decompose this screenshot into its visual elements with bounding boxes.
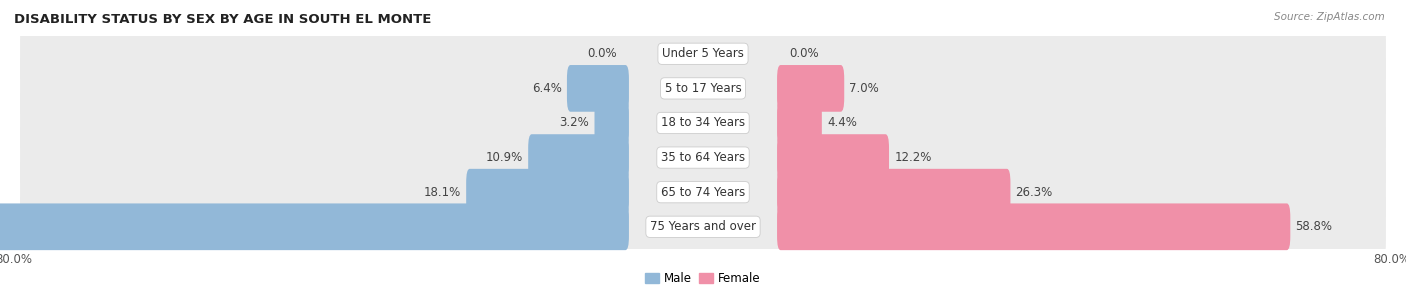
Text: Source: ZipAtlas.com: Source: ZipAtlas.com bbox=[1274, 12, 1385, 22]
FancyBboxPatch shape bbox=[778, 100, 823, 146]
Text: 18 to 34 Years: 18 to 34 Years bbox=[661, 116, 745, 130]
FancyBboxPatch shape bbox=[20, 151, 1386, 234]
Text: 35 to 64 Years: 35 to 64 Years bbox=[661, 151, 745, 164]
FancyBboxPatch shape bbox=[567, 65, 628, 112]
Text: 10.9%: 10.9% bbox=[485, 151, 523, 164]
Text: 0.0%: 0.0% bbox=[789, 47, 818, 60]
Text: 75 Years and over: 75 Years and over bbox=[650, 220, 756, 233]
FancyBboxPatch shape bbox=[595, 100, 628, 146]
Text: 5 to 17 Years: 5 to 17 Years bbox=[665, 82, 741, 95]
FancyBboxPatch shape bbox=[20, 185, 1386, 268]
Text: 3.2%: 3.2% bbox=[560, 116, 589, 130]
Legend: Male, Female: Male, Female bbox=[641, 268, 765, 290]
FancyBboxPatch shape bbox=[20, 81, 1386, 164]
FancyBboxPatch shape bbox=[0, 203, 628, 250]
FancyBboxPatch shape bbox=[20, 116, 1386, 199]
FancyBboxPatch shape bbox=[778, 65, 844, 112]
Text: 0.0%: 0.0% bbox=[588, 47, 617, 60]
Text: 58.8%: 58.8% bbox=[1295, 220, 1333, 233]
Text: 65 to 74 Years: 65 to 74 Years bbox=[661, 186, 745, 199]
Text: 12.2%: 12.2% bbox=[894, 151, 932, 164]
Text: 4.4%: 4.4% bbox=[827, 116, 856, 130]
Text: 6.4%: 6.4% bbox=[531, 82, 562, 95]
FancyBboxPatch shape bbox=[20, 12, 1386, 95]
FancyBboxPatch shape bbox=[529, 134, 628, 181]
Text: 26.3%: 26.3% bbox=[1015, 186, 1053, 199]
FancyBboxPatch shape bbox=[467, 169, 628, 216]
FancyBboxPatch shape bbox=[778, 134, 889, 181]
FancyBboxPatch shape bbox=[778, 169, 1011, 216]
Text: 7.0%: 7.0% bbox=[849, 82, 879, 95]
Text: 18.1%: 18.1% bbox=[423, 186, 461, 199]
FancyBboxPatch shape bbox=[20, 47, 1386, 130]
FancyBboxPatch shape bbox=[778, 203, 1291, 250]
Text: Under 5 Years: Under 5 Years bbox=[662, 47, 744, 60]
Text: DISABILITY STATUS BY SEX BY AGE IN SOUTH EL MONTE: DISABILITY STATUS BY SEX BY AGE IN SOUTH… bbox=[14, 12, 432, 26]
